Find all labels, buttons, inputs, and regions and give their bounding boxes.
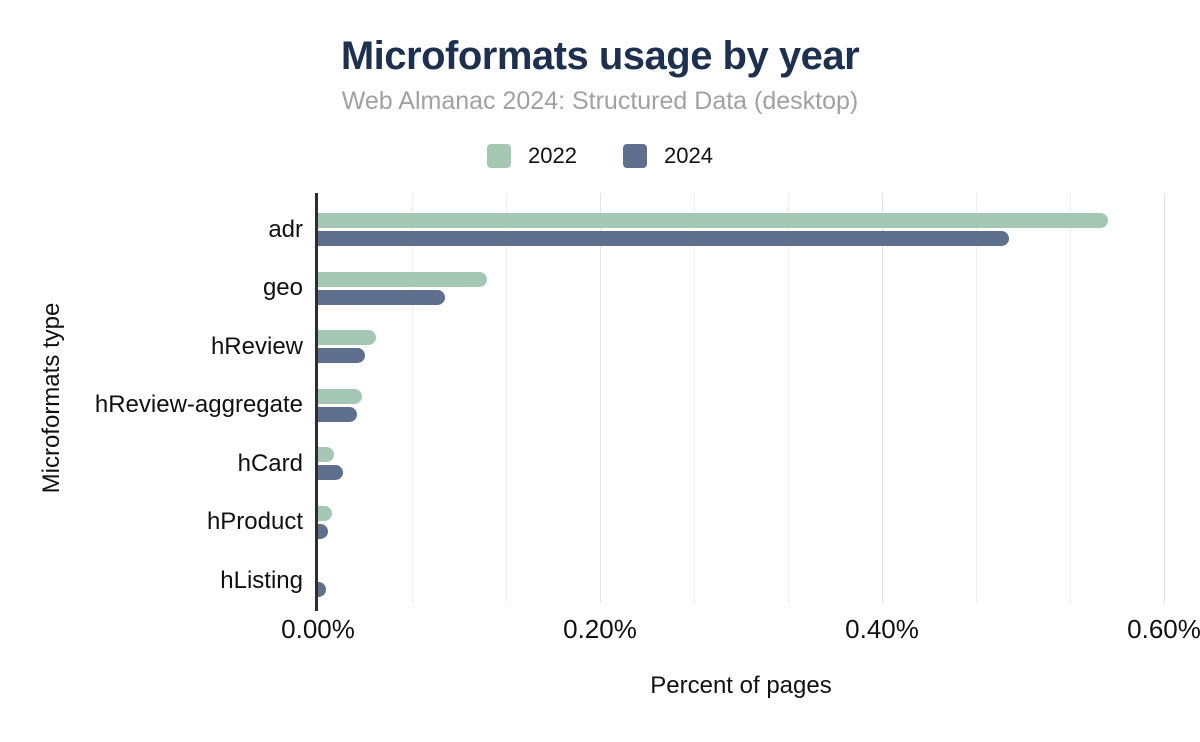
bar-group bbox=[318, 505, 1164, 539]
chart-row-hProduct: hProduct bbox=[207, 486, 1164, 545]
bar-2024-adr bbox=[318, 231, 1009, 246]
bar-group bbox=[318, 447, 1164, 481]
x-axis-ticks: 0.00% 0.20% 0.40% 0.60% bbox=[281, 614, 1200, 644]
x-tick-3: 0.60% bbox=[1127, 614, 1200, 644]
category-label: hReview bbox=[210, 332, 303, 360]
gridline-minor bbox=[976, 193, 977, 603]
bar-2024-geo bbox=[318, 289, 445, 305]
gridline-minor bbox=[788, 193, 789, 603]
legend-swatch-2022-icon bbox=[487, 144, 512, 168]
gridline-minor bbox=[412, 193, 413, 603]
bar-group bbox=[318, 271, 1164, 305]
legend-label-2022: 2022 bbox=[528, 143, 577, 168]
gridline-minor bbox=[694, 193, 695, 603]
chart-row-hListing: hListing bbox=[220, 544, 1164, 603]
bar-group bbox=[318, 388, 1164, 422]
chart-title: Microformats usage by year bbox=[340, 34, 860, 78]
y-axis-line bbox=[315, 193, 318, 611]
x-tick-2: 0.40% bbox=[845, 614, 919, 644]
category-label: adr bbox=[268, 215, 303, 243]
bar-2024-hProduct bbox=[318, 523, 328, 539]
y-axis-title: Microformats type bbox=[38, 302, 65, 494]
bar-2022-geo bbox=[318, 271, 488, 287]
legend-swatch-2024-icon bbox=[623, 144, 647, 168]
bar-2024-hCard bbox=[318, 465, 344, 481]
chart-row-hCard: hCard bbox=[238, 427, 1164, 486]
chart-row-hReview: hReview bbox=[211, 310, 1164, 369]
bar-2024-hReview bbox=[318, 348, 365, 364]
category-label: hListing bbox=[220, 566, 303, 594]
bar-2022-hProduct bbox=[318, 505, 333, 521]
bar-group bbox=[318, 564, 1164, 598]
category-label: geo bbox=[262, 274, 303, 302]
category-label: hReview-aggregate bbox=[94, 391, 303, 419]
legend-item-2024: 2024 bbox=[623, 143, 713, 169]
x-tick-1: 0.20% bbox=[563, 614, 637, 644]
chart-row-geo: geo bbox=[263, 252, 1164, 311]
bar-2022-hReview bbox=[318, 330, 376, 346]
x-axis-title: Percent of pages bbox=[650, 672, 832, 699]
gridline-major bbox=[881, 193, 883, 603]
plot-area: adr geo hReview hReview-aggregate hCard hProd… bbox=[95, 193, 1165, 603]
gridline-minor bbox=[1070, 193, 1071, 603]
gridline-minor bbox=[506, 193, 507, 603]
bar-2024-hReview-aggregate bbox=[318, 406, 358, 422]
chart-legend: 2022 2024 bbox=[0, 143, 1200, 169]
gridline-major bbox=[1164, 193, 1165, 603]
chart-row-adr: adr bbox=[268, 193, 1164, 252]
chart-subtitle: Web Almanac 2024: Structured Data (deskt… bbox=[341, 87, 859, 115]
category-label: hProduct bbox=[206, 508, 303, 536]
bar-group bbox=[318, 213, 1164, 246]
category-label: hCard bbox=[237, 449, 303, 477]
legend-label-2024: 2024 bbox=[664, 143, 713, 168]
legend-item-2022: 2022 bbox=[487, 143, 577, 169]
bar-2022-hCard bbox=[318, 447, 334, 463]
bar-2022-adr bbox=[318, 213, 1108, 228]
chart-row-hReview-aggregate: hReview-aggregate bbox=[95, 369, 1164, 428]
bar-group bbox=[318, 330, 1164, 364]
x-tick-0: 0.00% bbox=[281, 614, 355, 644]
gridline-major bbox=[599, 193, 601, 603]
bar-2022-hReview-aggregate bbox=[318, 388, 362, 404]
bar-2024-hListing bbox=[318, 582, 327, 598]
